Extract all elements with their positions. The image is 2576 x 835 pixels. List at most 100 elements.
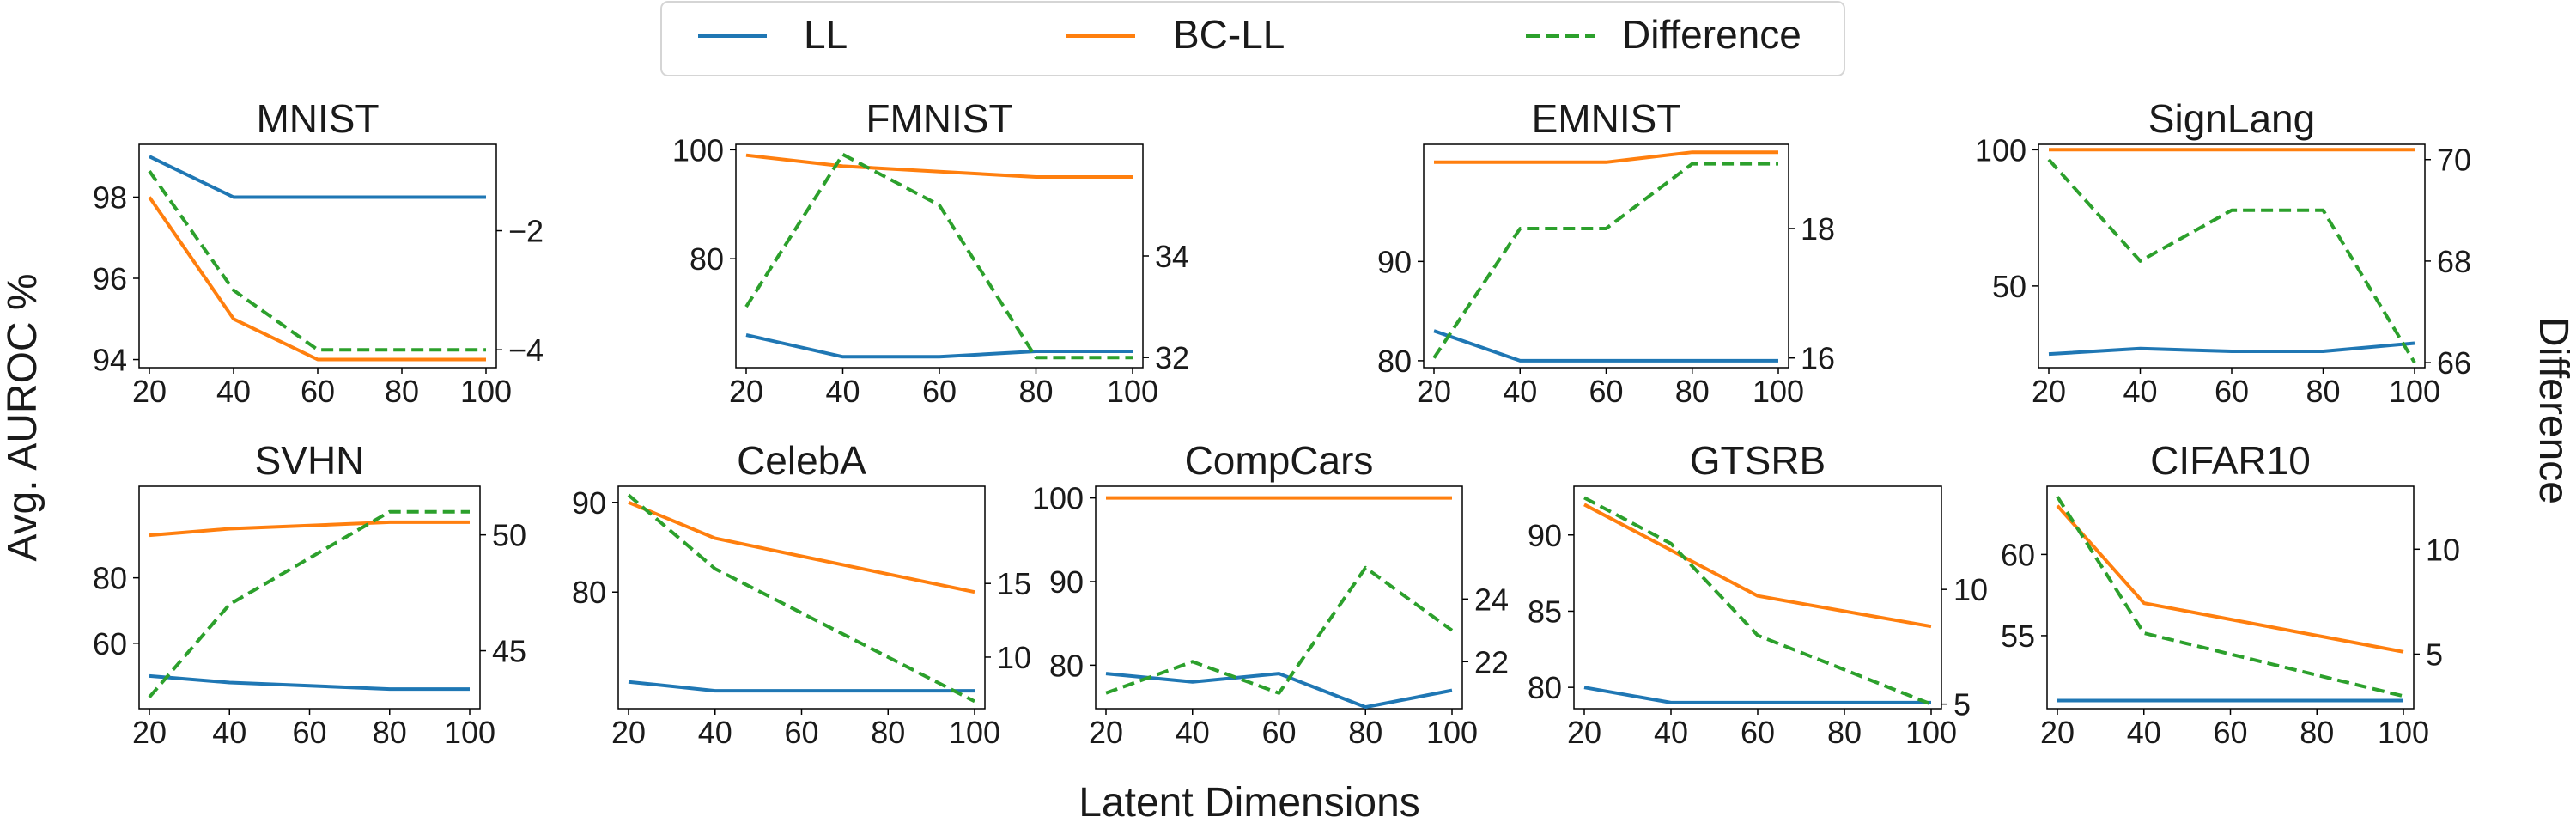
left-y-tick-label: 80: [1377, 344, 1412, 379]
series-diff-line-celeba: [627, 493, 975, 704]
series-ll-line-gtsrb: [1583, 686, 1931, 704]
legend-frame: [660, 1, 1845, 76]
x-tick-label: 40: [698, 715, 732, 750]
series-ll-line-celeba: [628, 680, 975, 693]
series-bcll-line-gtsrb: [1583, 503, 1932, 629]
right-y-tick-label: −4: [508, 332, 544, 368]
series-ll-line-svhn: [149, 673, 470, 692]
plot-area-emnist: [1423, 143, 1789, 369]
subplot-title-compcars: CompCars: [1185, 438, 1374, 483]
series-diff-line-signlang: [2047, 158, 2416, 364]
x-tick-label: 80: [1348, 715, 1382, 750]
subplot-cifar10: CIFAR10 20 40 60 80 100 55 60 5 10: [2001, 438, 2460, 750]
x-tick-label: 60: [784, 715, 818, 750]
subplot-title-signlang: SignLang: [2148, 96, 2315, 141]
x-tick-label: 100: [1753, 374, 1804, 409]
series-diff-line-svhn: [148, 509, 470, 698]
subplot-title-svhn: SVHN: [255, 438, 365, 483]
x-tick-label: 80: [2306, 374, 2340, 409]
x-tick-label: 60: [1589, 374, 1623, 409]
legend-ll-label: LL: [804, 12, 848, 57]
subplot-title-cifar10: CIFAR10: [2150, 438, 2311, 483]
series-diff-line-mnist: [148, 170, 486, 352]
x-tick-label: 80: [1018, 374, 1053, 409]
left-y-tick-label: 90: [572, 485, 606, 521]
x-tick-label: 100: [2389, 374, 2440, 409]
x-tick-label: 100: [949, 715, 1000, 750]
right-y-tick-label: 15: [997, 566, 1031, 601]
series-bcll-line-cifar10: [2056, 504, 2404, 654]
right-y-tick-label: 66: [2437, 345, 2471, 381]
x-tick-label: 80: [1675, 374, 1710, 409]
series-bcll-line-svhn: [149, 520, 470, 538]
x-tick-label: 20: [132, 715, 167, 750]
x-tick-label: 80: [871, 715, 905, 750]
x-tick-label: 100: [1905, 715, 1957, 750]
x-tick-label: 20: [2032, 374, 2066, 409]
right-y-tick-label: 45: [492, 634, 526, 669]
series-ll-line-mnist: [149, 155, 486, 199]
subplot-emnist: EMNIST 20 40 60 80 100 80 90 16 18: [1377, 96, 1835, 409]
left-y-tick-label: 80: [690, 241, 724, 277]
plot-area-signlang: [2038, 143, 2426, 369]
left-y-tick-label: 80: [93, 561, 127, 596]
subplot-title-celeba: CelebA: [737, 438, 866, 483]
left-y-tick-label: 90: [1049, 564, 1084, 600]
right-y-tick-label: 24: [1474, 582, 1509, 617]
right-y-tick-label: 70: [2437, 143, 2471, 178]
left-y-tick-label: 90: [1377, 244, 1412, 279]
x-tick-label: 40: [1503, 374, 1537, 409]
right-y-tick-label: 10: [1953, 572, 1988, 607]
series-diff-line-cifar10: [2056, 496, 2404, 698]
subplot-gtsrb: GTSRB 20 40 60 80 100 80 85 90 5 10: [1528, 438, 1988, 750]
x-tick-label: 40: [216, 374, 251, 409]
right-y-tick-label: 68: [2437, 244, 2471, 279]
plot-area-svhn: [138, 485, 481, 710]
x-tick-label: 20: [132, 374, 167, 409]
x-tick-label: 60: [1741, 715, 1775, 750]
left-y-tick-label: 100: [1032, 481, 1084, 516]
series-bcll-line-fmnist: [745, 153, 1133, 179]
series-diff-line-emnist: [1432, 162, 1778, 359]
subplot-celeba: CelebA 20 40 60 80 100 80 90 10 15: [572, 438, 1031, 750]
x-tick-label: 20: [1567, 715, 1601, 750]
x-tick-label: 20: [2040, 715, 2075, 750]
x-tick-label: 60: [301, 374, 335, 409]
right-y-tick-label: 10: [997, 640, 1031, 675]
series-diff-line-compcars: [1105, 565, 1454, 695]
x-tick-label: 20: [611, 715, 646, 750]
series-bcll-line-celeba: [628, 500, 975, 594]
right-y-tick-label: 18: [1801, 211, 1835, 247]
subplot-title-mnist: MNIST: [256, 96, 379, 141]
left-y-tick-label: 85: [1528, 594, 1562, 629]
subplot-compcars: CompCars 20 40 60 80 100 80 90 100 22 24: [1032, 438, 1509, 750]
series-ll-line-fmnist: [745, 333, 1133, 359]
left-y-tick-label: 50: [1992, 269, 2026, 304]
series-ll-line-signlang: [2048, 341, 2415, 357]
left-y-tick-label: 80: [572, 575, 606, 610]
x-tick-label: 40: [1654, 715, 1688, 750]
subplot-grid: MNIST 20 40 60 80 100 94 96 98 −4 −2 FMNIST 20 40 60 80…: [93, 96, 2471, 750]
x-tick-label: 60: [2213, 715, 2247, 750]
left-y-tick-label: 60: [93, 626, 127, 661]
x-tick-label: 60: [292, 715, 326, 750]
series-diff-line-fmnist: [744, 152, 1133, 360]
left-y-tick-label: 80: [1528, 670, 1562, 705]
subplot-title-gtsrb: GTSRB: [1690, 438, 1826, 483]
series-ll-line-compcars: [1105, 672, 1453, 710]
left-y-tick-label: 94: [93, 343, 127, 378]
legend: LL BC-LL Difference: [660, 1, 1845, 76]
x-tick-label: 100: [1426, 715, 1478, 750]
x-tick-label: 60: [1261, 715, 1296, 750]
left-y-tick-label: 90: [1528, 518, 1562, 553]
x-tick-label: 60: [922, 374, 957, 409]
series-bcll-line-mnist: [148, 196, 486, 362]
x-tick-label: 60: [2215, 374, 2249, 409]
x-tick-label: 100: [460, 374, 512, 409]
right-axis-label: Difference: [2530, 317, 2576, 504]
x-tick-label: 80: [385, 374, 419, 409]
x-tick-label: 20: [729, 374, 763, 409]
right-y-tick-label: 50: [492, 518, 526, 553]
